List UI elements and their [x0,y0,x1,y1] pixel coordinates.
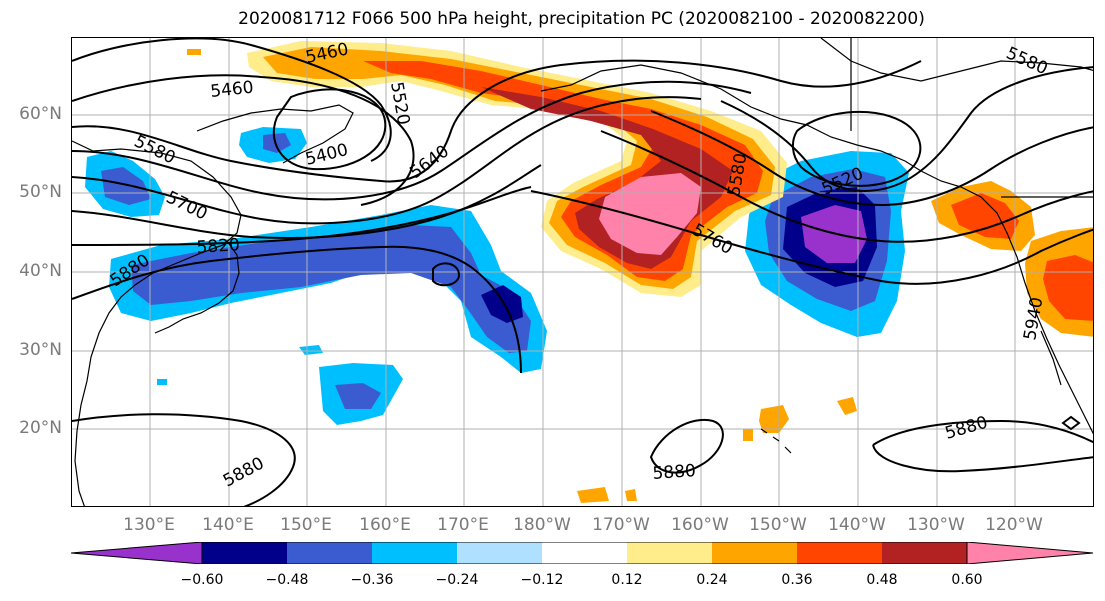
contour-small-east [1061,415,1081,431]
map-title: 2020081712 F066 500 hPa height, precipit… [238,9,925,29]
precip-field-central-pacific-core [335,383,381,409]
precip-field-pnw-core [951,193,1019,239]
colorbar-swatch [627,542,712,564]
colorbar-swatch [542,542,627,564]
contour-ridge-central [470,266,522,374]
colorbar-outline [201,542,968,564]
colorbar-swatch [797,542,882,564]
precip-field-small-5 [577,487,609,503]
lon-label-140w: 140°W [828,515,886,535]
lat-label-60n: 60°N [19,104,62,124]
contour-label: 5940 [1020,296,1047,342]
contour-5880-west [72,245,472,300]
contour-5580-east [720,66,1093,192]
lat-label-20n: 20°N [19,418,62,438]
coast-japan [154,240,240,334]
height-contours [72,38,1093,506]
colorbar-label: 0.60 [951,572,983,588]
colorbar-label: −0.12 [520,572,564,588]
contour-5640 [72,80,752,201]
contour-small-high [432,262,461,287]
map-canvas: 5460 5460 5580 5520 5400 5640 5580 5700 … [72,38,1093,506]
coast-north-america-west [920,170,1093,435]
contour-5580-west [72,59,922,183]
colorbar-swatch [287,542,372,564]
colorbar-label: −0.60 [180,572,224,588]
precip-field-sea-of-okhotsk-core [263,133,291,153]
coast-hawaii [760,428,792,454]
colorbar-swatch [202,542,287,564]
precip-field-small-1 [299,345,323,355]
colorbar-label: 0.48 [866,572,898,588]
lon-label-170w: 170°W [592,515,650,535]
coast-baja [1040,330,1062,386]
contour-5520-west [72,74,415,206]
coast-asia-east [72,140,242,506]
contour-5520-east [791,110,922,187]
contour-label: 5520 [386,80,413,126]
contour-5700 [72,96,702,225]
precip-field-small-6 [625,489,637,501]
precip-field-japan-band-core [481,285,523,323]
colorbar-swatch [882,542,967,564]
contour-5820 [72,186,532,246]
lon-label-180w: 180°W [513,515,571,535]
lat-label-40n: 40°N [19,261,62,281]
lon-label-120w: 120°W [985,515,1043,535]
lon-label-170e: 170°E [437,515,489,535]
contour-5400 [272,88,387,171]
contour-label: 5880 [220,453,268,491]
contour-5880-south [72,413,296,506]
map-panel: 5460 5460 5580 5520 5400 5640 5580 5700 … [71,37,1094,507]
lon-label-130w: 130°W [907,515,965,535]
precip-field-small-2 [157,379,167,385]
contour-5640-east [650,110,1093,207]
graticule [72,38,1093,506]
contour-label: 5820 [196,235,241,258]
contour-5880-east [872,419,1093,473]
colorbar-label: −0.48 [265,572,309,588]
coastlines [72,38,1093,506]
contour-label: 5580 [1003,43,1051,79]
lon-label-160w: 160°W [671,515,729,535]
precip-field-small-7 [187,49,201,55]
lat-label-50n: 50°N [19,182,62,202]
contour-5880-mid [649,418,724,474]
colorbar-swatch [372,542,457,564]
precip-field-southwest-us-core [1043,255,1093,321]
lon-label-140e: 140°E [202,515,254,535]
colorbar-label: −0.24 [435,572,479,588]
contour-5760-east [530,190,1093,285]
colorbar-label: 0.24 [696,572,728,588]
precip-field-small-3 [759,405,789,433]
precip-field-japan-sea-west-core [101,167,151,205]
contour-label: 5880 [652,461,697,484]
lon-label-150e: 150°E [280,515,332,535]
colorbar-label: 0.12 [611,572,643,588]
contour-5700-east [600,130,1093,243]
colorbar-swatch [712,542,797,564]
coast-arctic [820,38,1093,82]
lon-label-160e: 160°E [359,515,411,535]
lon-label-150w: 150°W [749,515,807,535]
colorbar [71,542,1094,564]
contour-label: 5880 [943,413,990,444]
colorbar-swatch [457,542,542,564]
contour-label: 5460 [209,78,254,102]
colorbar-label: −0.36 [350,572,394,588]
colorbar-label: 0.36 [781,572,813,588]
colorbar-swatch-pos-extend [966,542,1094,564]
lon-label-130e: 130°E [123,515,175,535]
precip-field-japan-band-mid [131,225,531,353]
precip-field-small-8 [743,429,753,441]
precip-field-small-4 [837,397,857,415]
contour-5460-west [72,38,392,162]
lat-label-30n: 30°N [19,340,62,360]
coast-alaska [540,64,922,172]
colorbar-swatch-neg-extend [71,542,203,564]
coast-kamchatka [196,104,354,164]
